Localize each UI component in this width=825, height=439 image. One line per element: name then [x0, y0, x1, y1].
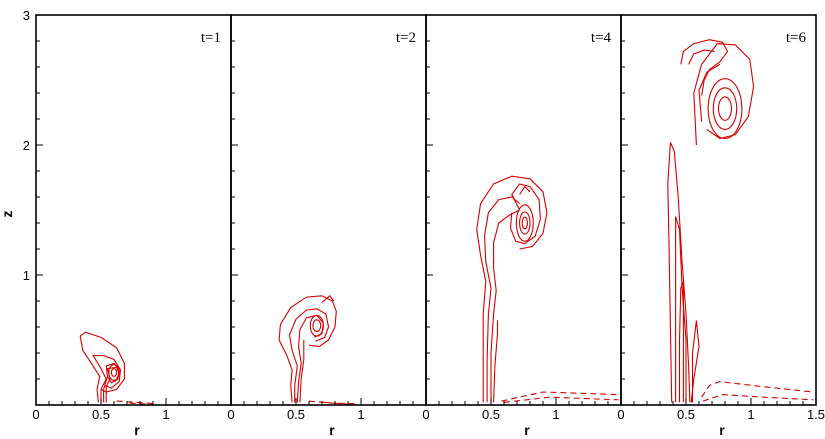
contour-line	[108, 364, 120, 381]
contour-line	[667, 142, 691, 403]
contour-line-dashed	[324, 401, 351, 405]
panel-time-label: t=6	[786, 30, 807, 46]
contour-line	[278, 295, 337, 403]
x-axis-label: r	[329, 422, 335, 438]
contour-line-dashed	[116, 400, 156, 405]
y-axis-label: z	[0, 211, 15, 218]
panel-time-label: t=1	[201, 30, 221, 46]
x-tick-label: 0	[32, 407, 39, 422]
x-tick-label: 1	[552, 407, 559, 422]
panel-3: 0 0.5 1 r t=4	[422, 14, 622, 438]
y-tick-label: 2	[23, 138, 30, 153]
x-tick-label: 0	[422, 407, 429, 422]
panels-layer: 0 0.5 1 r t=1 0 0.5 1 r t=2 0 0.5 1 r t=4 0 0.5 1 1.5 r t=6	[32, 14, 825, 438]
contour-line-dashed	[503, 396, 619, 403]
contour-line-dashed	[501, 391, 619, 402]
contour-line	[521, 216, 528, 230]
contour-line	[312, 319, 322, 333]
x-tick-label: 1.5	[807, 407, 825, 422]
contour-line	[519, 185, 531, 195]
x-tick-label: 1	[357, 407, 364, 422]
x-tick-label: 0.5	[287, 407, 305, 422]
contour-line	[321, 295, 335, 303]
panel-time-label: t=2	[396, 30, 416, 46]
contour-line	[690, 320, 700, 403]
contour-line	[476, 175, 548, 403]
contour-line	[717, 96, 733, 121]
x-axis-label: r	[524, 422, 530, 438]
axes-layer: z 1 2 3	[0, 8, 30, 283]
contour-line	[707, 78, 743, 140]
contour-line	[483, 196, 520, 403]
x-tick-label: 1	[162, 407, 169, 422]
contour-line	[675, 216, 687, 403]
contour-line-dashed	[129, 402, 154, 405]
contour-line	[103, 362, 120, 403]
contour-line	[680, 39, 729, 96]
panel-frame	[230, 14, 427, 406]
contour-line	[693, 43, 755, 146]
panel-time-label: t=4	[591, 30, 612, 46]
contour-line	[698, 63, 721, 122]
contour-line	[490, 209, 520, 403]
contour-line	[105, 366, 120, 403]
x-axis-label: r	[719, 422, 725, 438]
contour-line	[688, 49, 715, 65]
x-tick-label: 0.5	[482, 407, 500, 422]
y-tick-label: 1	[23, 268, 30, 283]
contour-line	[509, 183, 541, 245]
x-tick-label: 0.5	[92, 407, 110, 422]
contour-line	[288, 308, 330, 403]
contour-line-dashed	[702, 394, 814, 402]
contour-line	[299, 340, 305, 403]
panel-frame	[425, 14, 622, 406]
x-tick-label: 1	[747, 407, 754, 422]
panel-frame	[35, 14, 232, 406]
x-tick-label: 0	[227, 407, 234, 422]
contour-line	[110, 368, 118, 377]
panel-4: 0 0.5 1 1.5 r t=6	[617, 14, 825, 438]
panel-1: 0 0.5 1 r t=1	[32, 14, 232, 438]
contour-line	[678, 281, 684, 403]
panel-frame	[620, 14, 817, 406]
contour-line-dashed	[701, 381, 814, 398]
contour-line-dashed	[308, 400, 355, 405]
x-axis-label: r	[134, 422, 140, 438]
contour-line	[92, 355, 122, 403]
contour-line	[515, 204, 534, 242]
contour-line	[493, 320, 499, 403]
contour-line	[79, 331, 125, 403]
x-tick-label: 0.5	[677, 407, 695, 422]
y-tick-label: 3	[23, 8, 30, 23]
x-tick-label: 0	[617, 407, 624, 422]
contour-line	[309, 314, 324, 337]
contour-line	[519, 211, 531, 235]
contour-line	[712, 87, 738, 130]
panel-2: 0 0.5 1 r t=2	[227, 14, 427, 438]
